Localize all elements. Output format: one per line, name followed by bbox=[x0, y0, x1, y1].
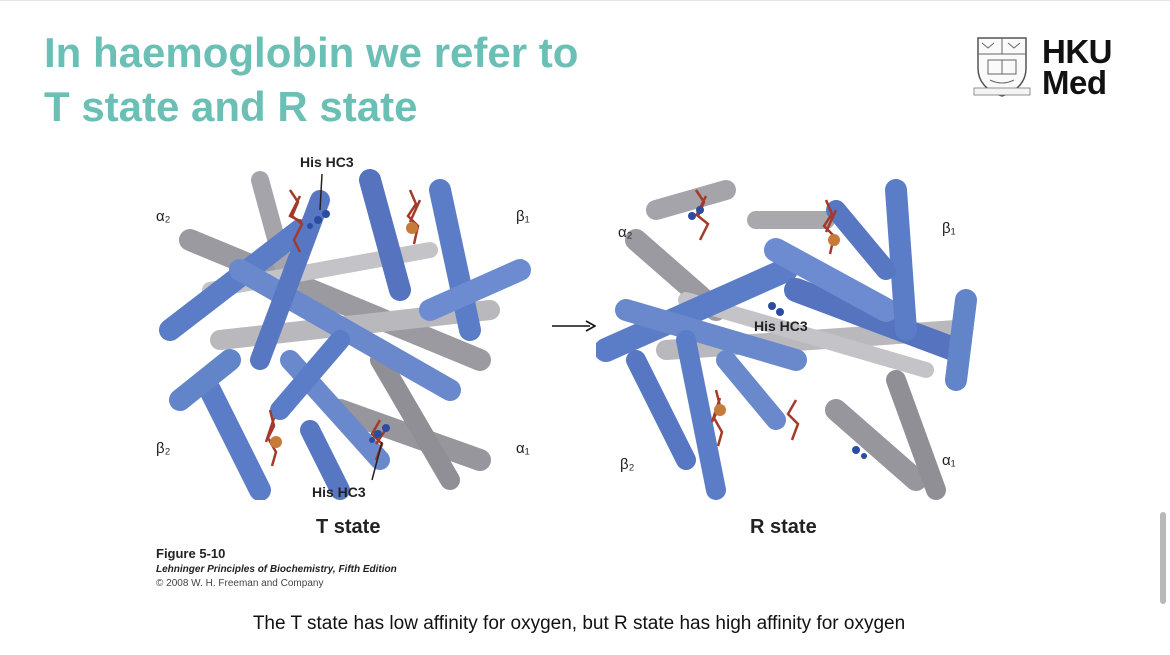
title-line-2: T state and R state bbox=[44, 83, 418, 130]
haemoglobin-figure: His HC3 α₂ β₁ β₂ α₁ His HC3 T state bbox=[150, 150, 1010, 595]
figure-caption-title: Figure 5-10 bbox=[156, 546, 226, 561]
slide-title: In haemoglobin we refer to T state and R… bbox=[44, 26, 578, 134]
r-state-beta1-label: β₁ bbox=[942, 220, 956, 237]
logo-line-med: Med bbox=[1042, 64, 1107, 101]
r-state-his-label: His HC3 bbox=[754, 318, 808, 334]
right-arrow-icon bbox=[552, 320, 596, 332]
t-state-his-bottom-label: His HC3 bbox=[312, 484, 366, 500]
t-state-beta2-label: β₂ bbox=[156, 440, 171, 457]
t-state-beta1-label: β₁ bbox=[516, 208, 530, 225]
logo-wordmark: HKU Med bbox=[1042, 33, 1113, 101]
top-edge-divider bbox=[0, 0, 1170, 1]
t-state-label: T state bbox=[316, 516, 381, 538]
r-state-structure-image bbox=[596, 179, 977, 500]
hku-med-logo: HKU Med bbox=[972, 34, 1122, 100]
title-line-1: In haemoglobin we refer to bbox=[44, 29, 579, 76]
t-state-alpha1-label: α₁ bbox=[516, 440, 530, 457]
r-state-alpha1-label: α₁ bbox=[942, 452, 956, 469]
t-state-his-top-label: His HC3 bbox=[300, 154, 354, 170]
logo-line-hku: HKU bbox=[1042, 33, 1113, 70]
footer-note: The T state has low affinity for oxygen,… bbox=[252, 613, 906, 634]
t-state-alpha2-label: α₂ bbox=[156, 208, 171, 225]
figure-caption-copyright: © 2008 W. H. Freeman and Company bbox=[156, 578, 324, 589]
vertical-scrollbar[interactable] bbox=[1160, 512, 1166, 604]
r-state-label: R state bbox=[750, 516, 817, 538]
r-state-beta2-label: β₂ bbox=[620, 456, 635, 473]
r-state-alpha2-label: α₂ bbox=[618, 224, 633, 241]
university-crest-icon bbox=[973, 37, 1031, 97]
t-state-structure-image bbox=[159, 169, 531, 500]
figure-caption-book: Lehninger Principles of Biochemistry, Fi… bbox=[156, 564, 397, 575]
